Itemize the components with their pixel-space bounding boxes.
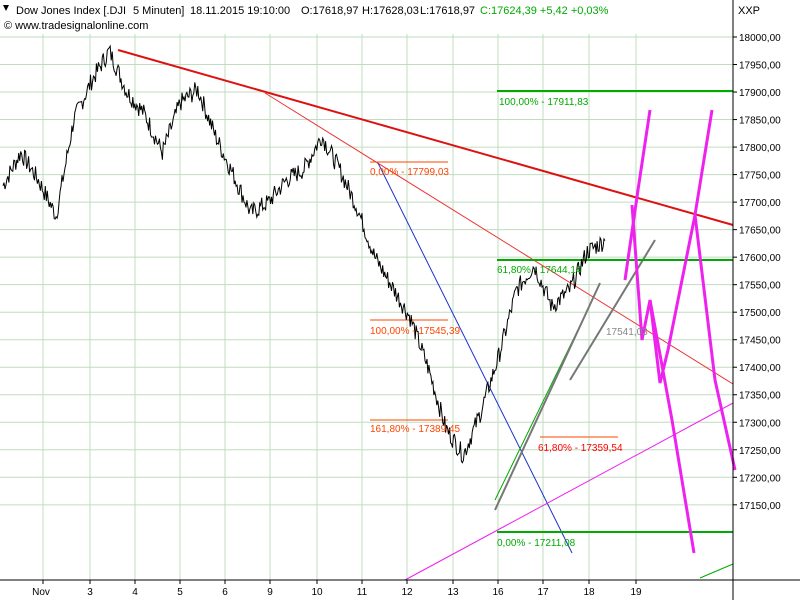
y-tick-label: 17200,00	[739, 473, 781, 484]
header-period: 5 Minuten]	[133, 5, 184, 17]
x-tick-label: 10	[311, 587, 323, 598]
header-change: C:17624,39 +5,42 +0,03%	[480, 5, 609, 17]
x-tick-label: 5	[177, 587, 183, 598]
y-tick-label: 17850,00	[739, 116, 781, 127]
overlay-lines	[117, 49, 737, 581]
x-tick-label: 6	[222, 587, 228, 598]
y-tick-label: 17300,00	[739, 418, 781, 429]
x-tick-label: 16	[492, 587, 504, 598]
header-dropdown-icon[interactable]	[3, 5, 9, 11]
y-tick-label: 17700,00	[739, 198, 781, 209]
x-tick-label: 17	[537, 587, 549, 598]
y-tick-label: 17550,00	[739, 281, 781, 292]
x-tick-label: 9	[267, 587, 273, 598]
y-tick-label: 17350,00	[739, 391, 781, 402]
y-tick-label: 17250,00	[739, 446, 781, 457]
projection-zigzag-3	[648, 299, 696, 554]
x-tick-label: 11	[357, 587, 368, 598]
header-datetime: 18.11.2015 19:10:00	[190, 5, 290, 17]
magenta-support-line	[404, 402, 734, 581]
header-high: H:17628,03	[362, 5, 419, 17]
header-open: O:17618,97	[301, 5, 359, 17]
y-tick-label: 17600,00	[739, 253, 781, 264]
y-tick-label: 17150,00	[739, 501, 781, 512]
y-tick-label: 17500,00	[739, 308, 781, 319]
price-line	[2, 44, 606, 464]
fib-labels: 100,00% - 17911,83 61,80% - 17644,14 0,00%…	[370, 97, 648, 549]
y-tick-label: 17750,00	[739, 171, 781, 182]
fib-label: 0,00% - 17211,08	[497, 538, 576, 549]
fib-label: 61,80% - 17644,14	[497, 265, 582, 276]
y-tick-label: 18000,00	[739, 33, 781, 44]
y-tick-label: 17650,00	[739, 226, 781, 237]
fib-label: 100,00% - 17545,39	[370, 326, 461, 337]
fib-label: 61,80% - 17359,54	[538, 443, 623, 454]
fib-label: 161,80% - 17389,45	[370, 424, 461, 435]
gray-channel-line	[569, 239, 656, 381]
y-tick-label: 17400,00	[739, 363, 781, 374]
price-series	[2, 44, 606, 464]
header-instrument: Dow Jones Index [.DJI	[16, 5, 126, 17]
x-tick-label: 19	[630, 587, 642, 598]
x-tick-label: 3	[87, 587, 93, 598]
x-tick-label: 18	[583, 587, 595, 598]
header-low: L:17618,97	[420, 5, 475, 17]
y-tick-label: 17950,00	[739, 61, 781, 72]
projection-zigzag-1	[623, 109, 652, 281]
green-bottom-right-line	[699, 563, 734, 579]
projection-zigzag-4	[693, 214, 737, 471]
fib-label: 100,00% - 17911,83	[499, 97, 589, 108]
header-copyright: © www.tradesignalonline.com	[4, 20, 148, 32]
y-tick-label: 17450,00	[739, 336, 781, 347]
fib-label: 0,00% - 17799,03	[370, 167, 449, 178]
y-tick-label: 17900,00	[739, 88, 781, 99]
y-tick-label: 17800,00	[739, 143, 781, 154]
fib-label: 17541,03	[606, 327, 648, 338]
x-tick-label: Nov	[32, 587, 50, 598]
gray-channel-line-2	[494, 282, 601, 511]
axis-title: XXP	[738, 5, 760, 17]
blue-trend-line	[377, 162, 573, 554]
main-downtrend-line	[117, 49, 734, 226]
x-tick-label: 13	[447, 587, 459, 598]
x-tick-label: 4	[132, 587, 138, 598]
x-tick-label: 12	[401, 587, 413, 598]
